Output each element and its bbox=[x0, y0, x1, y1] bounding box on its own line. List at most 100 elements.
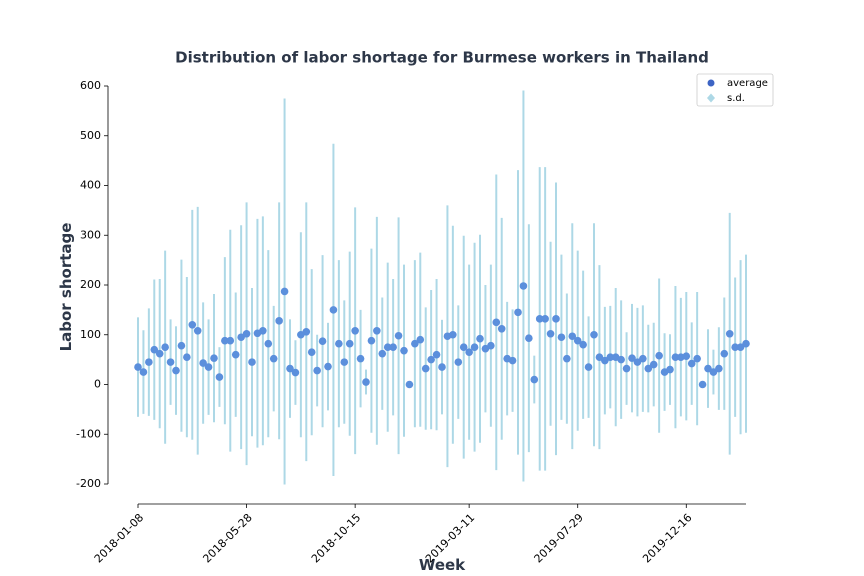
average-point bbox=[356, 354, 365, 363]
average-point bbox=[687, 359, 696, 368]
average-point bbox=[367, 336, 376, 345]
average-point bbox=[465, 348, 473, 356]
x-axis-label: Week bbox=[419, 556, 466, 574]
average-point bbox=[698, 380, 707, 389]
average-point bbox=[601, 356, 609, 365]
average-point bbox=[373, 326, 381, 335]
average-point bbox=[557, 333, 566, 342]
legend-label: average bbox=[727, 78, 768, 89]
average-point bbox=[459, 343, 468, 351]
average-point bbox=[655, 351, 663, 360]
average-point bbox=[286, 364, 294, 373]
average-point bbox=[438, 363, 446, 371]
average-point bbox=[269, 354, 278, 363]
average-point bbox=[725, 329, 734, 338]
y-tick-label: 500 bbox=[80, 129, 101, 142]
average-point bbox=[313, 366, 321, 375]
y-tick-label: 100 bbox=[80, 328, 101, 341]
average-point bbox=[318, 337, 327, 346]
average-point bbox=[709, 368, 718, 376]
average-point bbox=[291, 368, 300, 377]
average-point bbox=[644, 364, 653, 373]
average-point bbox=[530, 375, 539, 384]
average-point bbox=[514, 308, 522, 317]
average-point bbox=[389, 343, 397, 351]
average-point bbox=[617, 355, 625, 364]
average-point bbox=[454, 358, 463, 366]
average-point bbox=[226, 336, 235, 345]
average-point bbox=[470, 343, 479, 351]
average-point bbox=[324, 362, 332, 371]
average-point bbox=[568, 332, 577, 341]
average-point bbox=[411, 339, 419, 348]
average-point bbox=[275, 317, 283, 325]
average-point bbox=[552, 315, 560, 323]
average-point bbox=[329, 306, 338, 314]
y-tick-label: -200 bbox=[76, 477, 101, 490]
y-tick-label: -100 bbox=[76, 427, 101, 440]
average-point bbox=[362, 378, 370, 386]
average-point bbox=[525, 334, 533, 343]
average-point bbox=[628, 354, 636, 362]
average-point bbox=[139, 368, 148, 376]
average-point bbox=[248, 358, 256, 366]
average-point bbox=[161, 343, 169, 351]
average-point bbox=[704, 364, 712, 373]
average-point bbox=[541, 315, 549, 323]
average-point bbox=[221, 336, 229, 345]
average-point bbox=[150, 345, 159, 354]
average-point bbox=[595, 353, 604, 361]
average-point bbox=[340, 358, 349, 366]
average-point bbox=[421, 364, 430, 373]
average-point bbox=[345, 339, 354, 348]
legend-label: s.d. bbox=[727, 93, 745, 104]
average-point bbox=[731, 343, 739, 351]
average-point bbox=[449, 330, 457, 339]
average-point bbox=[427, 355, 435, 364]
average-point bbox=[215, 373, 224, 381]
average-point bbox=[405, 380, 414, 389]
average-point bbox=[671, 353, 680, 361]
average-point bbox=[193, 326, 202, 335]
legend-marker bbox=[707, 79, 715, 87]
average-point bbox=[736, 343, 745, 351]
legend-marker bbox=[707, 93, 715, 103]
average-point bbox=[177, 341, 186, 350]
average-point bbox=[394, 331, 403, 340]
average-point bbox=[307, 348, 316, 356]
average-point bbox=[237, 333, 245, 342]
x-tick-label: 2018-05-28 bbox=[200, 511, 254, 565]
average-point bbox=[335, 339, 343, 348]
x-tick-label: 2019-12-16 bbox=[640, 511, 694, 565]
average-point bbox=[204, 363, 213, 371]
y-tick-label: 0 bbox=[94, 378, 101, 391]
average-point bbox=[155, 349, 164, 358]
average-point bbox=[432, 350, 441, 359]
average-point bbox=[682, 352, 691, 360]
average-point bbox=[649, 360, 658, 369]
average-point bbox=[720, 349, 729, 358]
chart-title: Distribution of labor shortage for Burme… bbox=[175, 49, 709, 67]
average-point bbox=[742, 339, 750, 348]
average-point bbox=[715, 364, 723, 373]
average-point bbox=[351, 326, 359, 335]
average-point bbox=[666, 365, 674, 374]
x-tick-label: 2019-07-29 bbox=[532, 511, 586, 565]
x-tick-label: 2018-01-08 bbox=[92, 511, 146, 565]
average-point bbox=[183, 353, 191, 361]
average-point bbox=[210, 354, 218, 362]
y-axis-label: Labor shortage bbox=[57, 223, 75, 352]
average-point bbox=[633, 358, 642, 366]
legend-box bbox=[696, 73, 774, 107]
average-point bbox=[259, 326, 267, 335]
average-point bbox=[487, 341, 495, 350]
average-point bbox=[590, 330, 598, 339]
average-point bbox=[563, 354, 571, 363]
average-point bbox=[519, 282, 528, 290]
y-tick-label: 200 bbox=[80, 278, 101, 291]
y-tick-label: 400 bbox=[80, 179, 101, 192]
average-point bbox=[476, 334, 484, 343]
average-point bbox=[166, 358, 175, 366]
average-point bbox=[573, 336, 582, 345]
